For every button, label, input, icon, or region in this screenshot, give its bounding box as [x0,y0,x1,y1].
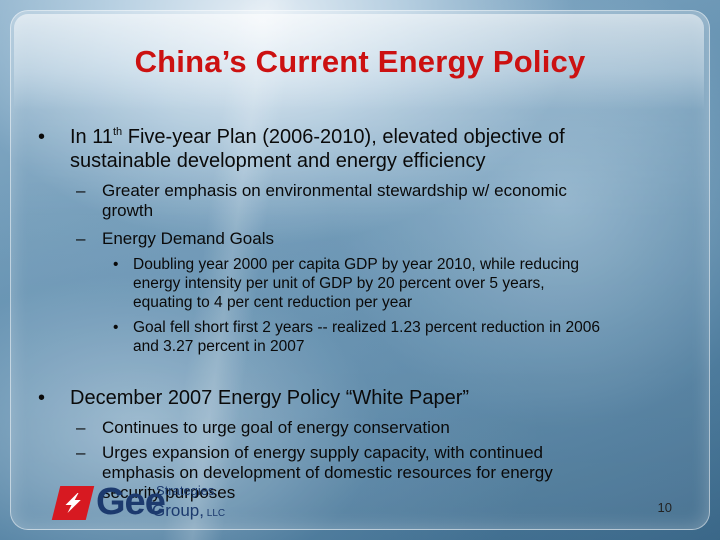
bullet-dot-icon: • [113,256,119,273]
bullet-line: In 11th Five-year Plan (2006-2010), elev… [70,126,565,148]
title-band [14,14,704,110]
sub-sub-bullet-gdp-goal: • Doubling year 2000 per capita GDP by y… [113,256,580,311]
slide-title: China’s Current Energy Policy [134,44,586,79]
lightning-bolt-icon [65,493,81,513]
sub-bullet-conservation: – Continues to urge goal of energy conse… [76,418,450,437]
sub-bullet-energy-demand: – Energy Demand Goals [76,229,274,248]
bullet-dot-icon: • [113,319,119,336]
bullet-white-paper: • December 2007 Energy Policy “White Pap… [38,387,470,409]
sub-sub-bullet-goal-short: • Goal fell short first 2 years -- reali… [113,319,600,355]
logo-group-text: Group, LLC [152,501,226,520]
dash-bullet-icon: – [76,418,86,437]
dash-bullet-icon: – [76,181,86,200]
page-number: 10 [657,500,672,515]
dash-bullet-icon: – [76,229,86,248]
gee-strategies-logo: Gee Strategies Group, LLC [51,481,246,532]
sub-bullet-environmental: – Greater emphasis on environmental stew… [76,181,567,220]
logo-strategies-text: Strategies [156,483,215,498]
sub-bullet-supply-capacity: – Urges expansion of energy supply capac… [76,443,553,502]
logo-mark [51,486,95,520]
dash-bullet-icon: – [76,443,86,462]
bullet-line: sustainable development and energy effic… [70,150,486,172]
bullet-dot-icon: • [38,387,46,409]
bullet-five-year-plan: • In 11th Five-year Plan (2006-2010), el… [38,125,565,173]
bullet-dot-icon: • [38,126,46,148]
logo-gee-text: Gee [96,481,166,523]
